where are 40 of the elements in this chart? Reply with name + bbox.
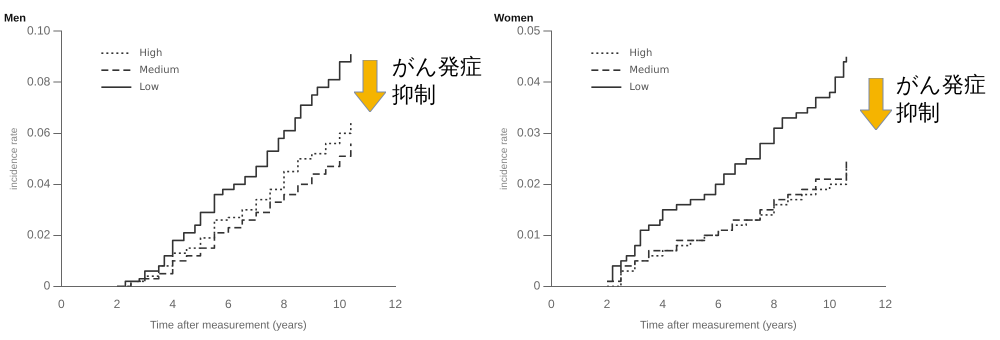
y-tick-label: 0.04 xyxy=(516,74,541,89)
x-tick-label: 10 xyxy=(332,296,347,311)
x-tick-label: 0 xyxy=(548,296,556,311)
chart-title: Women xyxy=(494,12,534,25)
legend-label: High xyxy=(139,48,162,59)
y-tick-label: 0 xyxy=(44,278,51,293)
x-tick-label: 2 xyxy=(114,296,121,311)
y-tick-label: 0.02 xyxy=(516,176,541,191)
x-tick-label: 8 xyxy=(280,296,288,311)
y-tick-label: 0.05 xyxy=(516,24,541,38)
x-tick-label: 8 xyxy=(770,296,778,311)
y-tick-label: 0.01 xyxy=(516,228,541,242)
legend-label: Low xyxy=(629,82,650,93)
x-tick-label: 2 xyxy=(604,296,611,311)
y-axis-title: incidence rate xyxy=(8,127,20,190)
legend-label: Medium xyxy=(629,64,670,76)
y-tick-label: 0.10 xyxy=(26,24,51,38)
annotation: がん発症抑制 xyxy=(392,54,483,110)
y-tick-label: 0.08 xyxy=(26,74,51,89)
x-tick-label: 0 xyxy=(58,296,66,311)
y-tick-label: 0.03 xyxy=(516,126,541,140)
x-axis-title: Time after measurement (years) xyxy=(640,319,797,332)
legend-label: High xyxy=(629,48,652,59)
text: がん発症抑制 xyxy=(896,72,987,128)
x-tick-label: 12 xyxy=(388,296,402,311)
y-tick-label: 0.04 xyxy=(26,176,51,191)
x-tick-label: 4 xyxy=(169,296,176,311)
y-axis-title: incidence rate xyxy=(498,127,510,190)
x-tick-label: 10 xyxy=(822,296,837,311)
x-tick-label: 6 xyxy=(224,296,232,311)
legend-label: Low xyxy=(139,82,160,93)
x-tick-label: 4 xyxy=(659,296,666,311)
x-tick-label: 12 xyxy=(878,296,892,311)
legend-label: Medium xyxy=(139,64,180,76)
x-tick-label: 6 xyxy=(714,296,722,311)
chart-title: Men xyxy=(4,12,26,25)
y-tick-label: 0.06 xyxy=(26,126,51,140)
x-axis-title: Time after measurement (years) xyxy=(150,319,307,332)
y-tick-label: 0.02 xyxy=(26,228,51,242)
y-tick-label: 0 xyxy=(534,278,541,293)
